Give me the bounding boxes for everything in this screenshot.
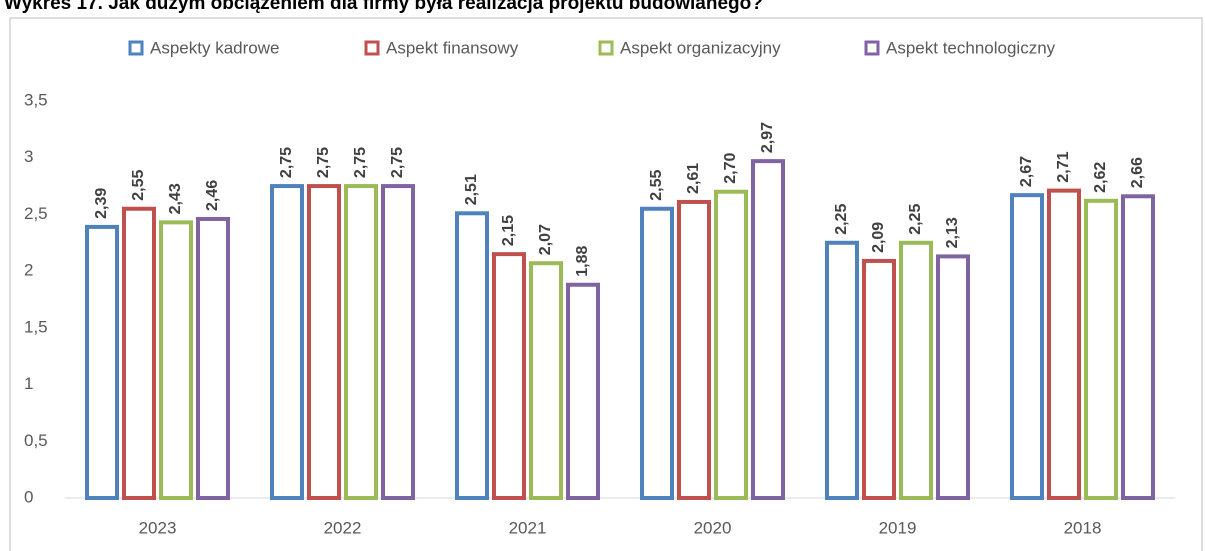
data-label: 2,61 <box>685 163 702 194</box>
x-tick-label: 2018 <box>1064 518 1102 537</box>
bar <box>455 211 489 500</box>
legend-swatch <box>364 40 380 56</box>
bar <box>196 216 230 500</box>
legend-swatch <box>128 40 144 56</box>
bar <box>492 252 526 500</box>
legend-swatch <box>598 40 614 56</box>
chart-border <box>9 17 1203 551</box>
x-tick-label: 2019 <box>879 518 917 537</box>
bar <box>1010 193 1044 500</box>
data-label: 2,46 <box>204 180 221 211</box>
data-label: 2,75 <box>278 147 295 178</box>
data-label: 2,55 <box>130 170 147 201</box>
x-tick-label: 2022 <box>324 518 362 537</box>
data-label: 2,62 <box>1092 162 1109 193</box>
y-tick-label: 3 <box>24 147 33 166</box>
bar <box>307 184 341 500</box>
data-label: 2,07 <box>537 224 554 255</box>
y-tick-label: 1 <box>24 374 33 393</box>
bar <box>159 220 193 501</box>
data-label: 2,13 <box>944 217 961 248</box>
bar <box>566 282 600 500</box>
data-label: 2,71 <box>1055 151 1072 182</box>
x-tick-label: 2020 <box>694 518 732 537</box>
data-label: 2,15 <box>500 215 517 246</box>
data-label: 2,97 <box>759 122 776 153</box>
data-label: 2,39 <box>93 188 110 219</box>
bar <box>381 184 415 500</box>
bar <box>1121 194 1155 500</box>
data-label: 2,66 <box>1129 157 1146 188</box>
data-label: 2,51 <box>463 174 480 205</box>
legend-label: Aspekt finansowy <box>386 38 519 57</box>
legend-label: Aspekt technologiczny <box>886 38 1056 57</box>
bar <box>825 240 859 500</box>
data-label: 2,25 <box>907 204 924 235</box>
bar <box>270 184 304 500</box>
chart-title: Wykres 17. Jak dużym obciążeniem dla fir… <box>4 0 763 14</box>
data-label: 1,88 <box>574 246 591 277</box>
bar <box>936 254 970 501</box>
bar <box>1084 198 1118 500</box>
y-tick-label: 0,5 <box>24 431 48 450</box>
bar <box>751 159 785 500</box>
data-label: 2,75 <box>389 147 406 178</box>
bar <box>122 206 156 500</box>
bar <box>529 261 563 500</box>
data-label: 2,75 <box>315 147 332 178</box>
bar <box>899 240 933 500</box>
data-label: 2,75 <box>352 147 369 178</box>
legend-swatch <box>864 40 880 56</box>
x-tick-label: 2021 <box>509 518 547 537</box>
data-label: 2,25 <box>833 204 850 235</box>
bar <box>714 189 748 500</box>
bar <box>1047 188 1081 500</box>
y-tick-label: 1,5 <box>24 317 48 336</box>
y-tick-label: 0 <box>24 487 33 506</box>
x-tick-label: 2023 <box>139 518 177 537</box>
bar <box>862 258 896 501</box>
data-label: 2,70 <box>722 153 739 184</box>
data-label: 2,55 <box>648 170 665 201</box>
bar <box>677 199 711 501</box>
y-tick-label: 2,5 <box>24 204 48 223</box>
y-tick-label: 3,5 <box>24 90 48 109</box>
data-label: 2,09 <box>870 222 887 253</box>
bar <box>344 184 378 500</box>
legend-label: Aspekt organizacyjny <box>620 38 781 57</box>
bar <box>640 206 674 500</box>
legend-label: Aspekty kadrowe <box>150 38 279 57</box>
data-label: 2,67 <box>1018 156 1035 187</box>
bar <box>85 224 119 501</box>
data-label: 2,43 <box>167 183 184 214</box>
y-tick-label: 2 <box>24 261 33 280</box>
